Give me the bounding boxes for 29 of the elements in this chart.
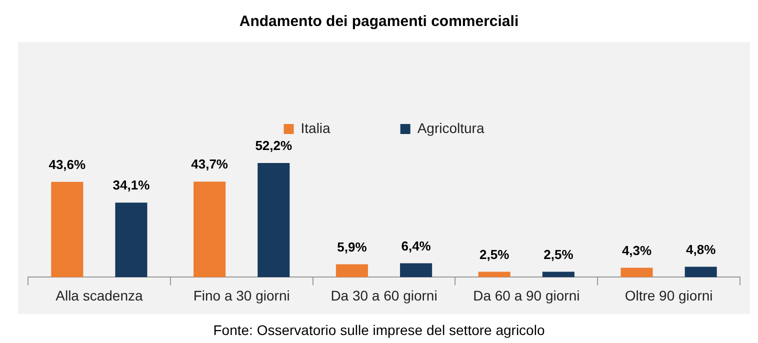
x-tick-label: Da 30 a 60 giorni bbox=[330, 287, 438, 304]
data-label: 4,3% bbox=[622, 242, 652, 258]
bar bbox=[542, 272, 574, 278]
x-tick-label: Alla scadenza bbox=[56, 287, 143, 304]
bar bbox=[51, 182, 84, 278]
data-label: 4,8% bbox=[686, 242, 716, 257]
legend-label: Italia bbox=[300, 120, 331, 136]
legend-label: Agricoltura bbox=[417, 120, 484, 136]
bar bbox=[684, 266, 717, 278]
chart-title: Andamento dei pagamenti commerciali bbox=[238, 12, 520, 32]
data-label: 2,5% bbox=[544, 246, 574, 262]
data-label: 34,1% bbox=[112, 178, 150, 193]
bar bbox=[115, 202, 148, 278]
bar bbox=[194, 182, 226, 278]
data-label: 2,5% bbox=[480, 246, 510, 262]
source-note: Fonte: Osservatorio sulle imprese del settore agricolo bbox=[212, 322, 546, 338]
data-label: 43,7% bbox=[191, 156, 228, 172]
x-tick-label: Oltre 90 giorni bbox=[624, 287, 713, 304]
x-tick-label: Da 60 a 90 giorni bbox=[473, 287, 580, 304]
bar bbox=[258, 163, 290, 278]
data-label: 6,4% bbox=[401, 238, 432, 254]
x-tick-label: Fino a 30 giorni bbox=[193, 287, 290, 304]
data-label: 43,6% bbox=[48, 156, 86, 172]
data-label: 52,2% bbox=[255, 138, 293, 154]
bar bbox=[478, 272, 510, 278]
bar bbox=[620, 268, 653, 278]
bar bbox=[336, 264, 368, 278]
bar bbox=[400, 263, 432, 278]
data-label: 5,9% bbox=[337, 239, 368, 254]
